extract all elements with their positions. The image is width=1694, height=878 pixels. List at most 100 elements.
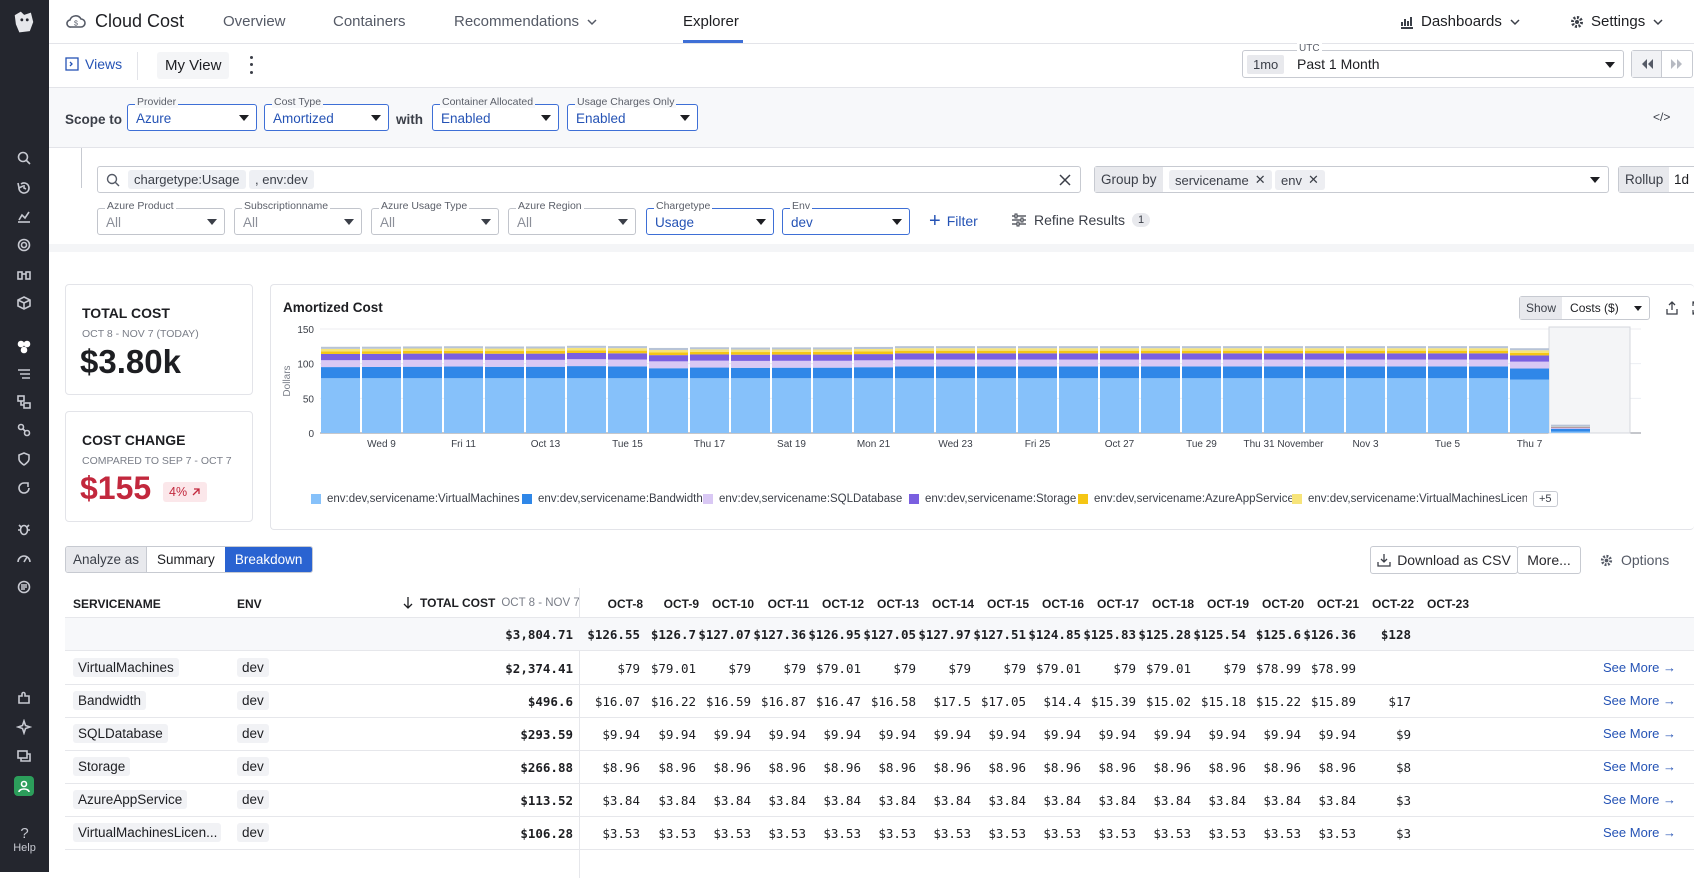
filter-subscriptionname[interactable]: Subscriptionname All [234, 208, 362, 235]
code-view-icon[interactable]: </> [1653, 110, 1670, 124]
sparkle-icon[interactable] [14, 717, 34, 737]
performance-icon[interactable] [14, 548, 34, 568]
summary-tab[interactable]: Summary [146, 547, 225, 572]
table-row[interactable]: VirtualMachinesLicen...dev$106.28$3.53$3… [65, 817, 1694, 850]
group-chip-env[interactable]: env✕ [1275, 170, 1325, 190]
apm-icon[interactable] [14, 392, 34, 412]
provider-select[interactable]: Provider Azure [127, 104, 257, 131]
env-cell[interactable]: dev [237, 658, 269, 677]
col-header-date[interactable]: OCT-12 [809, 597, 864, 611]
rollup-select[interactable]: Rollup 1d [1618, 166, 1694, 193]
env-cell[interactable]: dev [237, 790, 269, 809]
query-tag-env[interactable]: , env:dev [249, 170, 314, 189]
remove-chip-icon[interactable]: ✕ [1308, 172, 1319, 188]
cloud-cost-icon[interactable] [14, 336, 34, 356]
show-select[interactable]: Show Costs ($) [1519, 296, 1650, 320]
see-more-link[interactable]: See More → [1591, 825, 1676, 840]
export-icon[interactable] [1664, 300, 1680, 316]
col-header-date[interactable]: OCT-14 [919, 597, 974, 611]
col-header-date[interactable]: OCT-15 [974, 597, 1029, 611]
servicename-cell[interactable]: SQLDatabase [73, 724, 168, 743]
legend-more-button[interactable]: +5 [1533, 491, 1558, 507]
more-button[interactable]: More... [1517, 546, 1581, 574]
col-header-date[interactable]: OCT-9 [644, 597, 699, 611]
views-button[interactable]: Views [65, 56, 122, 72]
bug-icon[interactable] [14, 519, 34, 539]
nav-containers[interactable]: Containers [333, 13, 406, 30]
servicename-cell[interactable]: VirtualMachinesLicen... [73, 823, 221, 842]
legend-item[interactable]: env:dev,servicename:Storage [909, 493, 1076, 505]
monitors-icon[interactable] [14, 235, 34, 255]
see-more-link[interactable]: See More → [1591, 660, 1676, 675]
see-more-link[interactable]: See More → [1591, 726, 1676, 741]
puzzle-icon[interactable] [14, 688, 34, 708]
filter-azure-product[interactable]: Azure Product All [97, 208, 225, 235]
col-header-date[interactable]: OCT-19 [1194, 597, 1249, 611]
integrations-link-icon[interactable] [14, 420, 34, 440]
query-tag-chargetype[interactable]: chargetype:Usage [128, 170, 246, 189]
legend-item[interactable]: env:dev,servicename:VirtualMachinesLicen… [1292, 493, 1527, 505]
col-header-date[interactable]: OCT-16 [1029, 597, 1084, 611]
col-header-date[interactable]: OCT-22 [1359, 597, 1414, 611]
see-more-link[interactable]: See More → [1591, 759, 1676, 774]
filter-azure-region[interactable]: Azure Region All [508, 208, 636, 235]
chat-icon[interactable] [14, 746, 34, 766]
see-more-link[interactable]: See More → [1591, 792, 1676, 807]
legend-item[interactable]: env:dev,servicename:SQLDatabase [703, 493, 902, 505]
col-header-date[interactable]: OCT-21 [1304, 597, 1359, 611]
col-header-date[interactable]: OCT-18 [1139, 597, 1194, 611]
history-icon[interactable] [14, 178, 34, 198]
env-cell[interactable]: dev [237, 724, 269, 743]
servicename-cell[interactable]: AzureAppService [73, 790, 187, 809]
time-range-picker[interactable]: UTC 1mo Past 1 Month [1242, 50, 1624, 78]
audit-icon[interactable] [14, 577, 34, 597]
step-forward-icon[interactable] [1662, 51, 1692, 77]
legend-item[interactable]: env:dev,servicename:Bandwidth [522, 493, 703, 505]
nav-explorer[interactable]: Explorer [683, 13, 739, 30]
env-cell[interactable]: dev [237, 691, 269, 710]
search-icon[interactable] [14, 148, 34, 168]
cost-type-select[interactable]: Cost Type Amortized [264, 104, 389, 131]
search-query-input[interactable]: chargetype:Usage , env:dev [97, 166, 1081, 193]
remove-chip-icon[interactable]: ✕ [1255, 172, 1266, 188]
col-header-servicename[interactable]: SERVICENAME [73, 597, 161, 611]
legend-item[interactable]: env:dev,servicename:AzureAppService [1078, 493, 1294, 505]
see-more-link[interactable]: See More → [1591, 693, 1676, 708]
breakdown-tab[interactable]: Breakdown [225, 547, 313, 572]
usage-charges-select[interactable]: Usage Charges Only Enabled [567, 104, 698, 131]
security-icon[interactable] [14, 449, 34, 469]
app-brand[interactable]: $ Cloud Cost [65, 10, 184, 32]
nav-recommendations[interactable]: Recommendations [454, 13, 599, 30]
env-cell[interactable]: dev [237, 757, 269, 776]
col-header-date[interactable]: OCT-23 [1414, 597, 1469, 611]
datadog-logo-icon[interactable] [10, 8, 38, 36]
env-cell[interactable]: dev [237, 823, 269, 842]
filter-azure-usage-type[interactable]: Azure Usage Type All [371, 208, 499, 235]
step-back-icon[interactable] [1632, 51, 1662, 77]
synthetics-icon[interactable] [14, 478, 34, 498]
nav-settings[interactable]: Settings [1569, 13, 1665, 30]
container-allocated-select[interactable]: Container Allocated Enabled [432, 104, 559, 131]
col-header-date[interactable]: OCT-11 [754, 597, 809, 611]
help-button[interactable]: ? Help [0, 826, 49, 854]
servicename-cell[interactable]: VirtualMachines [73, 658, 179, 677]
col-header-date[interactable]: OCT-13 [864, 597, 919, 611]
col-header-date[interactable]: OCT-17 [1084, 597, 1139, 611]
servicename-cell[interactable]: Storage [73, 757, 130, 776]
options-button[interactable]: Options [1599, 552, 1669, 568]
infrastructure-icon[interactable] [14, 293, 34, 313]
col-header-total[interactable]: TOTAL COST OCT 8 - NOV 7 [402, 596, 580, 610]
clear-icon[interactable] [1058, 173, 1072, 187]
group-chip-servicename[interactable]: servicename✕ [1169, 170, 1272, 190]
binoculars-icon[interactable] [14, 264, 34, 284]
refine-results-button[interactable]: Refine Results 1 [1011, 212, 1150, 228]
legend-item[interactable]: env:dev,servicename:VirtualMachines [311, 493, 520, 505]
download-csv-button[interactable]: Download as CSV [1370, 546, 1518, 574]
col-header-date[interactable]: OCT-8 [588, 597, 643, 611]
dashboards-icon[interactable] [14, 206, 34, 226]
